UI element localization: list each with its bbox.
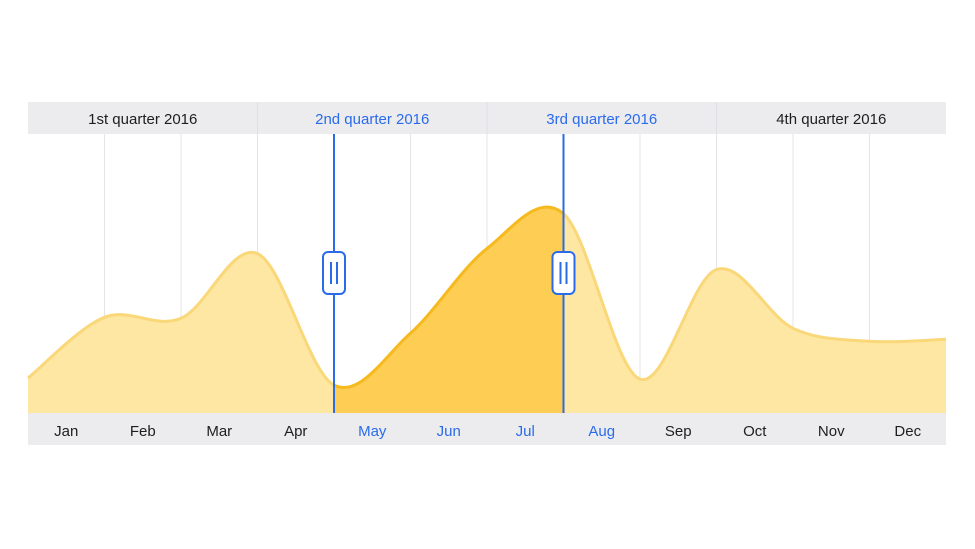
month-label[interactable]: Sep bbox=[665, 423, 692, 440]
month-label[interactable]: Dec bbox=[894, 423, 921, 440]
month-label[interactable]: Jan bbox=[54, 423, 78, 440]
quarter-label[interactable]: 2nd quarter 2016 bbox=[315, 111, 429, 128]
month-label[interactable]: Aug bbox=[588, 423, 615, 440]
month-label[interactable]: Oct bbox=[743, 423, 767, 440]
quarter-labels: 1st quarter 2016 2nd quarter 2016 3rd quar… bbox=[88, 111, 886, 128]
quarter-label[interactable]: 3rd quarter 2016 bbox=[546, 111, 657, 128]
quarter-label[interactable]: 1st quarter 2016 bbox=[88, 111, 197, 128]
month-labels: Jan Feb Mar Apr May Jun Jul Aug Sep Oct Nov Dec bbox=[54, 423, 921, 440]
month-label[interactable]: Nov bbox=[818, 423, 845, 440]
area-fill-selected bbox=[334, 207, 564, 413]
selection-end-handle[interactable] bbox=[551, 251, 576, 295]
month-label[interactable]: May bbox=[358, 423, 387, 440]
month-label[interactable]: Feb bbox=[130, 423, 156, 440]
month-label[interactable]: Jun bbox=[437, 423, 461, 440]
quarter-header bbox=[28, 102, 946, 134]
selection-range[interactable] bbox=[322, 134, 576, 413]
series-line-selected bbox=[334, 205, 564, 389]
month-label[interactable]: Apr bbox=[284, 423, 307, 440]
month-axis bbox=[28, 413, 946, 445]
month-label[interactable]: Jul bbox=[516, 423, 535, 440]
selection-start-handle[interactable] bbox=[322, 251, 346, 295]
quarter-label[interactable]: 4th quarter 2016 bbox=[776, 111, 886, 128]
month-axis-bg bbox=[28, 413, 946, 445]
month-label[interactable]: Mar bbox=[206, 423, 232, 440]
